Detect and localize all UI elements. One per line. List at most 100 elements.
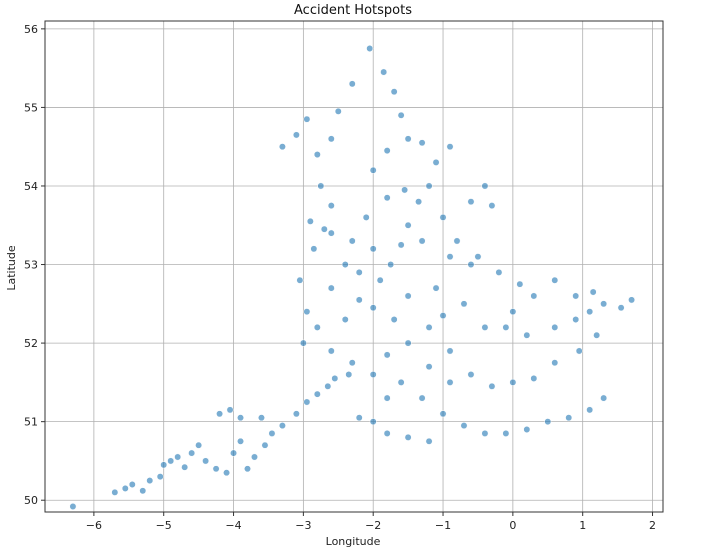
data-point <box>404 135 412 143</box>
data-point <box>111 488 119 496</box>
data-point <box>278 422 286 430</box>
data-point <box>572 292 580 300</box>
data-points <box>69 45 636 510</box>
data-point <box>415 198 423 206</box>
y-tick-label: 52 <box>24 337 38 350</box>
data-point <box>303 308 311 316</box>
data-point <box>383 194 391 202</box>
x-tick-label: −2 <box>365 519 381 532</box>
data-point <box>425 363 433 371</box>
data-point <box>383 394 391 402</box>
data-point <box>593 331 601 339</box>
grid <box>45 21 663 512</box>
data-point <box>261 441 269 449</box>
data-point <box>348 359 356 367</box>
y-axis-ticks: 50 51 52 53 54 55 56 <box>24 23 45 507</box>
data-point <box>446 143 454 151</box>
data-point <box>313 323 321 331</box>
data-point <box>401 186 409 194</box>
x-tick-label: 0 <box>509 519 516 532</box>
data-point <box>488 382 496 390</box>
data-point <box>544 418 552 426</box>
plot-area-frame <box>44 20 664 513</box>
data-point <box>425 323 433 331</box>
data-point <box>600 394 608 402</box>
data-point <box>439 312 447 320</box>
data-point <box>467 261 475 268</box>
data-point <box>251 453 258 461</box>
data-point <box>303 398 311 406</box>
data-point <box>380 68 388 76</box>
data-point <box>292 410 300 418</box>
data-point <box>376 276 384 284</box>
data-point <box>404 221 412 229</box>
x-tick-label: −4 <box>225 519 241 532</box>
data-point <box>418 139 426 147</box>
data-point <box>128 481 136 488</box>
data-point <box>383 147 391 155</box>
data-point <box>341 261 349 268</box>
data-point <box>327 347 335 355</box>
data-point <box>551 359 559 367</box>
data-point <box>523 331 531 339</box>
y-tick-label: 55 <box>24 101 38 114</box>
x-tick-label: 2 <box>649 519 656 532</box>
data-point <box>509 378 517 386</box>
data-point <box>617 304 625 312</box>
data-point <box>432 284 440 292</box>
data-point <box>425 437 433 445</box>
data-point <box>446 378 454 386</box>
data-point <box>404 433 412 441</box>
data-point <box>310 245 318 253</box>
data-point <box>327 229 335 237</box>
data-point <box>366 45 374 52</box>
x-tick-label: −3 <box>295 519 311 532</box>
data-point <box>530 374 538 382</box>
data-point <box>390 316 398 323</box>
data-point <box>586 308 594 316</box>
data-point <box>303 115 311 123</box>
data-point <box>460 422 468 430</box>
data-point <box>418 394 426 402</box>
data-point <box>324 382 332 390</box>
data-point <box>369 418 377 426</box>
data-point <box>355 268 363 276</box>
data-point <box>397 111 405 119</box>
data-point <box>390 88 398 96</box>
data-point <box>278 143 286 151</box>
data-point <box>446 253 454 261</box>
data-point <box>369 245 377 253</box>
data-point <box>425 182 433 190</box>
data-point <box>237 437 244 445</box>
data-point <box>355 296 363 304</box>
data-point <box>397 241 405 249</box>
data-point <box>474 253 482 261</box>
data-point <box>369 304 377 312</box>
data-point <box>418 237 426 245</box>
data-point <box>258 414 265 422</box>
data-point <box>181 463 189 471</box>
data-point <box>467 371 475 378</box>
data-point <box>341 316 349 323</box>
y-tick-label: 51 <box>24 416 38 429</box>
data-point <box>481 323 489 331</box>
data-point <box>387 261 395 268</box>
data-point <box>202 457 210 465</box>
data-point <box>327 202 335 210</box>
data-point <box>586 406 594 414</box>
y-axis-label: Latitude <box>5 245 18 291</box>
data-point <box>160 461 168 469</box>
data-point <box>383 429 391 437</box>
data-point <box>268 429 276 437</box>
data-point <box>495 268 503 276</box>
y-tick-label: 56 <box>24 23 38 36</box>
data-point <box>313 151 321 159</box>
data-point <box>296 276 304 284</box>
data-point <box>348 237 356 245</box>
data-point <box>565 414 573 422</box>
data-point <box>502 323 510 331</box>
x-axis-ticks: −6 −5 −4 −3 −2 −1 0 1 2 <box>86 512 656 532</box>
data-point <box>509 308 517 316</box>
data-point <box>156 473 164 481</box>
